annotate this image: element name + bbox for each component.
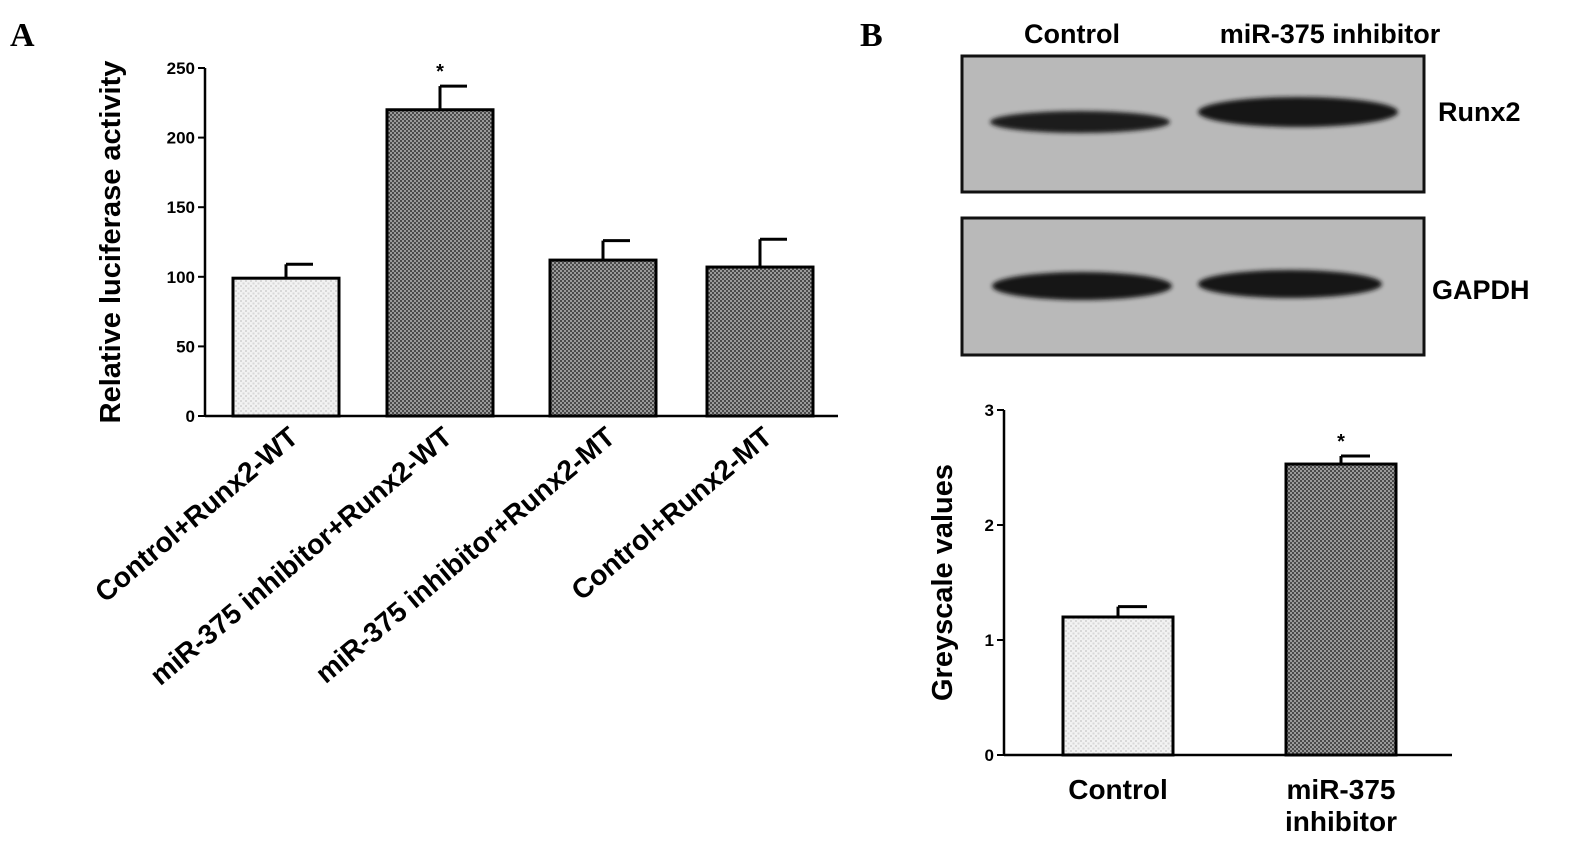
x-category-label: miR-375 [1287, 774, 1396, 805]
band-runx2-inhibitor [1198, 97, 1398, 127]
y-tick-label: 1 [985, 631, 994, 650]
y-tick-label: 0 [186, 407, 195, 426]
bar-mir-375-inhibitor-runx2-mt [548, 258, 658, 418]
western-blot: Control miR-375 inhibitor Runx2 GAPDH [960, 19, 1530, 357]
panel-a-letter: A [10, 17, 35, 54]
y-tick-label: 3 [985, 401, 994, 420]
band-runx2-control [990, 111, 1170, 133]
significance-marker: * [436, 61, 444, 83]
y-tick-label: 250 [167, 59, 195, 78]
y-axis-label: Greyscale values [927, 464, 959, 701]
x-category-label: miR-375 inhibitor+Runx2-WT [144, 421, 458, 691]
band-gapdh-inhibitor [1198, 270, 1382, 298]
bar-control [1061, 615, 1175, 757]
bar-mir-375-inhibitor [1284, 462, 1398, 757]
y-tick-label: 150 [167, 198, 195, 217]
greyscale-bar-chart: 0 1 2 3 Greyscale values Control * miR-375inhib… [927, 401, 1452, 837]
x-category-label: miR-375 inhibitor+Runx2-MT [310, 421, 621, 689]
y-tick-label: 0 [985, 746, 994, 765]
bar-control-runx2-mt [705, 265, 815, 418]
blot-row-label-runx2: Runx2 [1438, 97, 1521, 127]
blot-row-label-gapdh: GAPDH [1432, 275, 1530, 305]
y-tick-label: 50 [176, 337, 195, 356]
y-tick-label: 2 [985, 516, 994, 535]
significance-marker: * [1337, 431, 1345, 453]
x-category-label: inhibitor [1285, 806, 1397, 837]
bar-control-runx2-wt [231, 276, 341, 418]
blot-lane-label-inhibitor: miR-375 inhibitor [1220, 19, 1441, 49]
y-tick-label: 100 [167, 268, 195, 287]
panel-b-letter: B [860, 17, 883, 54]
y-tick-label: 200 [167, 129, 195, 148]
bar-mir-375-inhibitor-runx2-wt [385, 108, 495, 418]
blot-lane-label-control: Control [1024, 19, 1120, 49]
band-gapdh-control [992, 272, 1172, 300]
y-axis-label: Relative luciferase activity [95, 61, 127, 424]
x-category-label: Control [1068, 774, 1168, 805]
luciferase-bar-chart: 0 50 100 150 200 250 Relative luciferase activ… [89, 59, 838, 691]
